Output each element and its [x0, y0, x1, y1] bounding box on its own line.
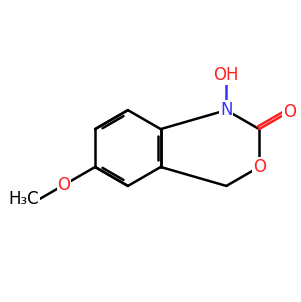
Text: O: O	[57, 176, 70, 194]
Text: OH: OH	[214, 66, 239, 84]
Text: O: O	[283, 103, 296, 121]
Text: H₃C: H₃C	[9, 190, 39, 208]
Text: N: N	[220, 101, 233, 119]
Text: O: O	[253, 158, 266, 176]
